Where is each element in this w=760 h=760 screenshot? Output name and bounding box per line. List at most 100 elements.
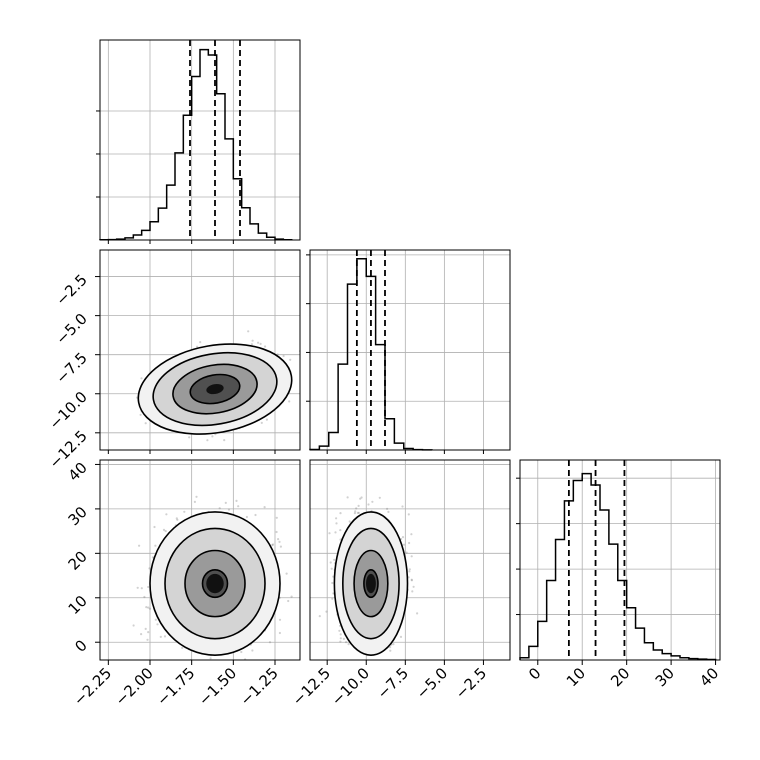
scatter-point xyxy=(367,503,369,505)
density-core xyxy=(366,574,376,593)
scatter-point xyxy=(340,637,342,639)
scatter-point xyxy=(156,623,158,625)
scatter-point xyxy=(335,522,337,524)
y-tick-label: 40 xyxy=(65,459,91,485)
scatter-point xyxy=(208,670,210,672)
scatter-point xyxy=(402,536,404,538)
scatter-point xyxy=(146,639,148,641)
scatter-point xyxy=(148,567,150,569)
scatter-point xyxy=(260,343,262,345)
scatter-point xyxy=(164,635,166,637)
scatter-point xyxy=(272,543,274,545)
scatter-point xyxy=(403,544,405,546)
scatter-point xyxy=(203,667,205,669)
y-tick-label: −5.0 xyxy=(52,310,90,348)
scatter-point xyxy=(252,340,254,342)
scatter-point xyxy=(247,330,249,332)
scatter-point xyxy=(411,555,413,557)
scatter-point xyxy=(141,587,143,589)
scatter-point xyxy=(331,568,333,570)
scatter-point xyxy=(328,532,330,534)
scatter-point xyxy=(154,545,156,547)
scatter-point xyxy=(287,600,289,602)
scatter-point xyxy=(155,619,157,621)
scatter-point xyxy=(278,541,280,543)
scatter-point xyxy=(283,355,285,357)
scatter-point xyxy=(358,512,360,514)
scatter-point xyxy=(333,559,335,561)
scatter-point xyxy=(288,400,290,402)
scatter-point xyxy=(347,496,349,498)
scatter-point xyxy=(140,414,142,416)
scatter-point xyxy=(176,519,178,521)
scatter-point xyxy=(411,579,413,581)
hist-panel-p1 xyxy=(306,250,510,450)
scatter-point xyxy=(223,439,225,441)
scatter-point xyxy=(319,615,321,617)
scatter-point xyxy=(349,520,351,522)
y-tick-label: 0 xyxy=(71,636,90,655)
scatter-point xyxy=(145,606,147,608)
joint-panel-p0-p1 xyxy=(100,250,301,450)
scatter-point xyxy=(354,510,356,512)
y-tick-label: −2.5 xyxy=(52,271,90,309)
scatter-point xyxy=(188,436,190,438)
scatter-point xyxy=(355,507,357,509)
scatter-point xyxy=(416,612,418,614)
scatter-point xyxy=(140,633,142,635)
x-tick-label: −10.0 xyxy=(328,664,373,709)
scatter-point xyxy=(158,662,160,664)
y-tick-label: −10.0 xyxy=(46,388,91,433)
scatter-point xyxy=(359,498,361,500)
scatter-point xyxy=(269,641,271,643)
scatter-point xyxy=(145,422,147,424)
scatter-point xyxy=(153,526,155,528)
scatter-point xyxy=(235,500,237,502)
scatter-point xyxy=(219,507,221,509)
scatter-point xyxy=(340,633,342,635)
x-tick-label: −1.75 xyxy=(153,664,198,709)
scatter-point xyxy=(401,505,403,507)
x-tick-label: −7.5 xyxy=(374,664,412,702)
scatter-point xyxy=(279,619,281,621)
scatter-point xyxy=(291,596,293,598)
scatter-point xyxy=(331,598,333,600)
scatter-point xyxy=(277,538,279,540)
scatter-point xyxy=(211,435,213,437)
scatter-point xyxy=(194,501,196,503)
scatter-point xyxy=(254,514,256,516)
scatter-point xyxy=(339,641,341,643)
x-tick-label: 10 xyxy=(563,664,589,690)
scatter-point xyxy=(389,650,391,652)
scatter-point xyxy=(367,665,369,667)
scatter-point xyxy=(408,513,410,515)
y-tick-label: 30 xyxy=(65,503,91,529)
scatter-point xyxy=(145,628,147,630)
scatter-point xyxy=(206,439,208,441)
scatter-point xyxy=(143,596,145,598)
scatter-point xyxy=(251,649,253,651)
scatter-point xyxy=(279,632,281,634)
scatter-point xyxy=(280,546,282,548)
scatter-point xyxy=(140,377,142,379)
scatter-point xyxy=(149,608,151,610)
x-tick-label: 40 xyxy=(696,664,722,690)
x-tick-label: −1.50 xyxy=(195,664,240,709)
y-tick-label: 10 xyxy=(65,592,91,618)
hist-panel-bg xyxy=(520,460,720,660)
scatter-point xyxy=(257,342,259,344)
x-tick-label: −2.5 xyxy=(452,664,490,702)
scatter-point xyxy=(411,590,413,592)
joint-panel-p1-p2 xyxy=(310,460,510,684)
scatter-point xyxy=(289,359,291,361)
scatter-point xyxy=(386,508,388,510)
scatter-point xyxy=(325,611,327,613)
y-tick-label: 20 xyxy=(65,547,91,573)
scatter-point xyxy=(409,568,411,570)
scatter-point xyxy=(210,657,212,659)
x-tick-label: −1.25 xyxy=(237,664,282,709)
scatter-point xyxy=(225,502,227,504)
scatter-point xyxy=(387,511,389,513)
scatter-point xyxy=(137,587,139,589)
scatter-point xyxy=(199,341,201,343)
